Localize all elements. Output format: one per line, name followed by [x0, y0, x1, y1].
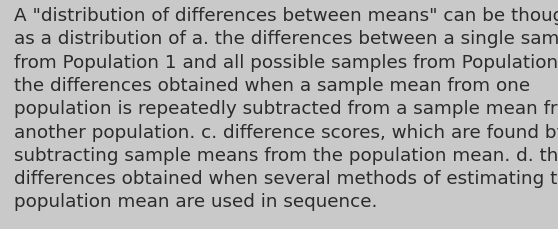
- Text: A "distribution of differences between means" can be thought of
as a distributio: A "distribution of differences between m…: [14, 7, 558, 210]
